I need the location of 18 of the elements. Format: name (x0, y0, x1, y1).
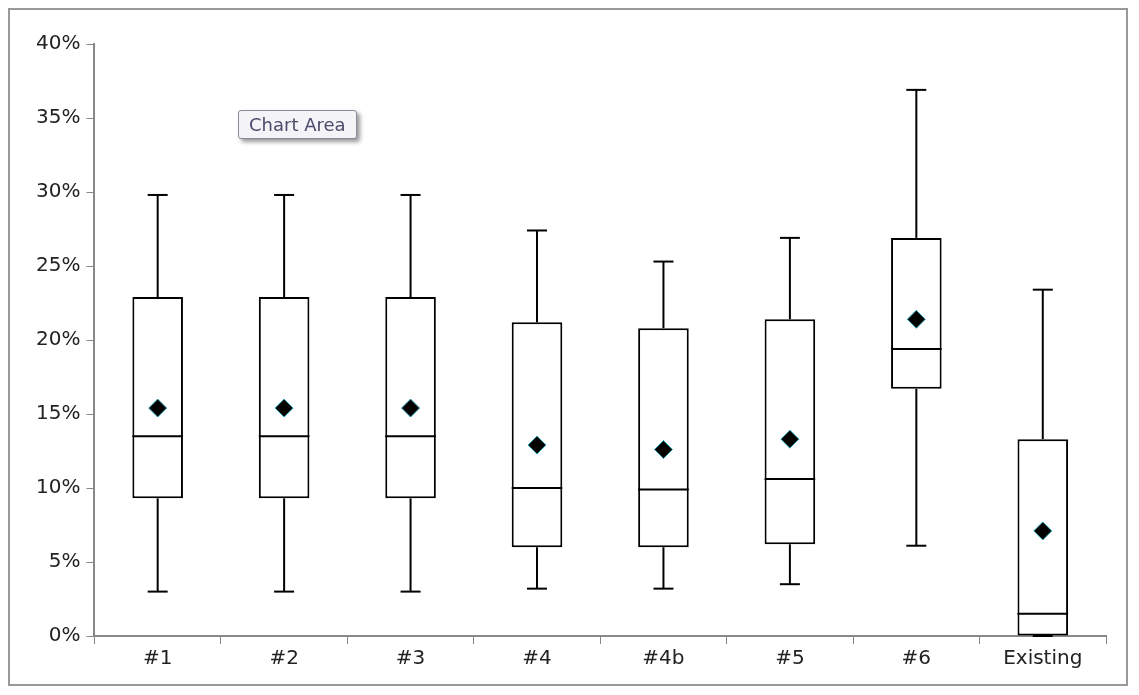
y-tick-label: 0% (48, 622, 81, 647)
y-tick-label: 30% (36, 178, 81, 203)
y-tick-label: 15% (36, 400, 81, 425)
y-tick-label: 35% (36, 104, 81, 129)
y-tick-label: 40% (36, 30, 81, 55)
y-tick-label: 5% (48, 548, 81, 573)
y-tick-label: 25% (36, 252, 81, 277)
x-tick-label: #4 (522, 645, 552, 670)
annotation: Chart Area (238, 110, 357, 139)
y-tick-label: 20% (36, 326, 81, 351)
y-tick-label: 10% (36, 474, 81, 499)
x-tick-label: #2 (269, 645, 299, 670)
x-tick-label: #1 (142, 645, 173, 670)
x-tick-label: #3 (395, 645, 426, 670)
x-tick-label: #6 (901, 645, 932, 670)
x-tick-label: #5 (775, 645, 805, 670)
x-tick-label: Existing (1003, 645, 1083, 670)
x-tick-label: #4b (642, 645, 685, 670)
